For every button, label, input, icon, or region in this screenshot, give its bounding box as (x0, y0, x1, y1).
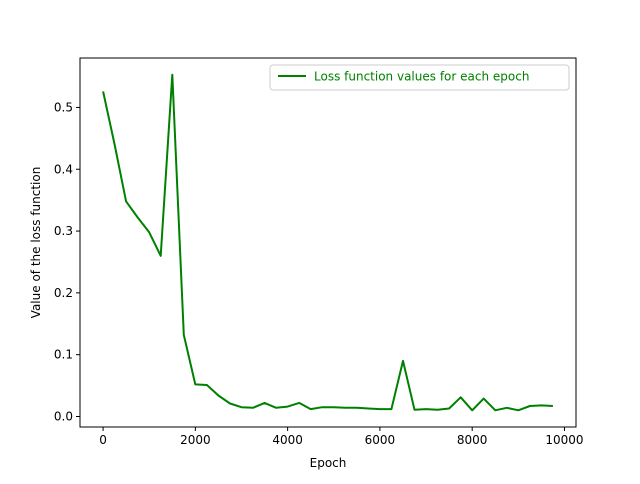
y-tick-label: 0.1 (54, 348, 73, 362)
x-tick-label: 4000 (272, 433, 303, 447)
series-line (102, 73, 553, 412)
y-axis-title: Value of the loss function (29, 167, 43, 319)
y-tick-label: 0.2 (54, 286, 73, 300)
y-tick-label: 0.3 (54, 224, 73, 238)
series-layer (102, 73, 553, 412)
x-tick-label: 6000 (365, 433, 396, 447)
legend-box (269, 64, 570, 91)
y-tick-label: 0.4 (54, 162, 73, 176)
y-tick-label: 0.0 (54, 409, 73, 423)
legend-label: Loss function values for each epoch (314, 70, 529, 84)
y-tick-label: 0.5 (54, 100, 73, 114)
legend: Loss function values for each epoch (269, 64, 570, 91)
x-axis-title: Epoch (310, 456, 347, 470)
x-tick-label: 2000 (180, 433, 211, 447)
plot-area-frame (79, 57, 577, 428)
x-tick-label: 8000 (457, 433, 488, 447)
axes-ticks: 0 2000 4000 6000 8000 10000 0.0 0.1 0.2 0.3 0.4 0.5 (54, 100, 584, 447)
x-tick-label: 10000 (545, 433, 583, 447)
x-tick-label: 0 (99, 433, 107, 447)
